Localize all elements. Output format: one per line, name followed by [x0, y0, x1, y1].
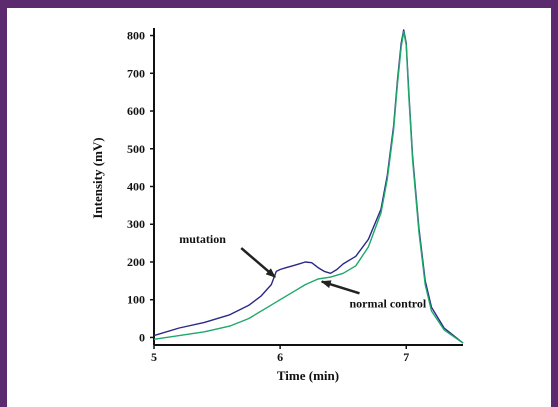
- y-tick-label: 200: [127, 255, 145, 269]
- chromatogram-chart: 0 100 200 300 400 500 600 700 800 5 6 7 mutation nor…: [90, 28, 464, 383]
- y-tick-label: 100: [127, 293, 145, 307]
- y-tick-label: 600: [127, 104, 145, 118]
- x-axis-label: Time (min): [277, 368, 339, 383]
- y-tick-label: 400: [127, 180, 145, 194]
- x-tick-label: 7: [403, 350, 409, 364]
- annotation-label-mutation: mutation: [179, 232, 226, 246]
- series-line-normal-control: [153, 31, 464, 344]
- x-tick-label: 6: [277, 350, 283, 364]
- tick-marks: 0 100 200 300 400 500 600 700 800 5 6 7: [127, 29, 409, 364]
- annotations: mutation normal control: [179, 232, 427, 310]
- chart-frame: 0 100 200 300 400 500 600 700 800 5 6 7 mutation nor…: [7, 8, 551, 407]
- y-axis-label: Intensity (mV): [90, 137, 105, 218]
- x-tick-label: 5: [151, 350, 157, 364]
- annotation-arrow-mutation: [240, 247, 276, 279]
- y-tick-label: 700: [127, 66, 145, 80]
- series-group: [153, 29, 464, 344]
- y-tick-label: 500: [127, 142, 145, 156]
- annotation-label-normal-control: normal control: [349, 296, 426, 310]
- y-tick-label: 300: [127, 217, 145, 231]
- y-tick-label: 0: [139, 330, 145, 344]
- annotation-arrow-normal-control: [320, 280, 360, 295]
- y-tick-label: 800: [127, 29, 145, 43]
